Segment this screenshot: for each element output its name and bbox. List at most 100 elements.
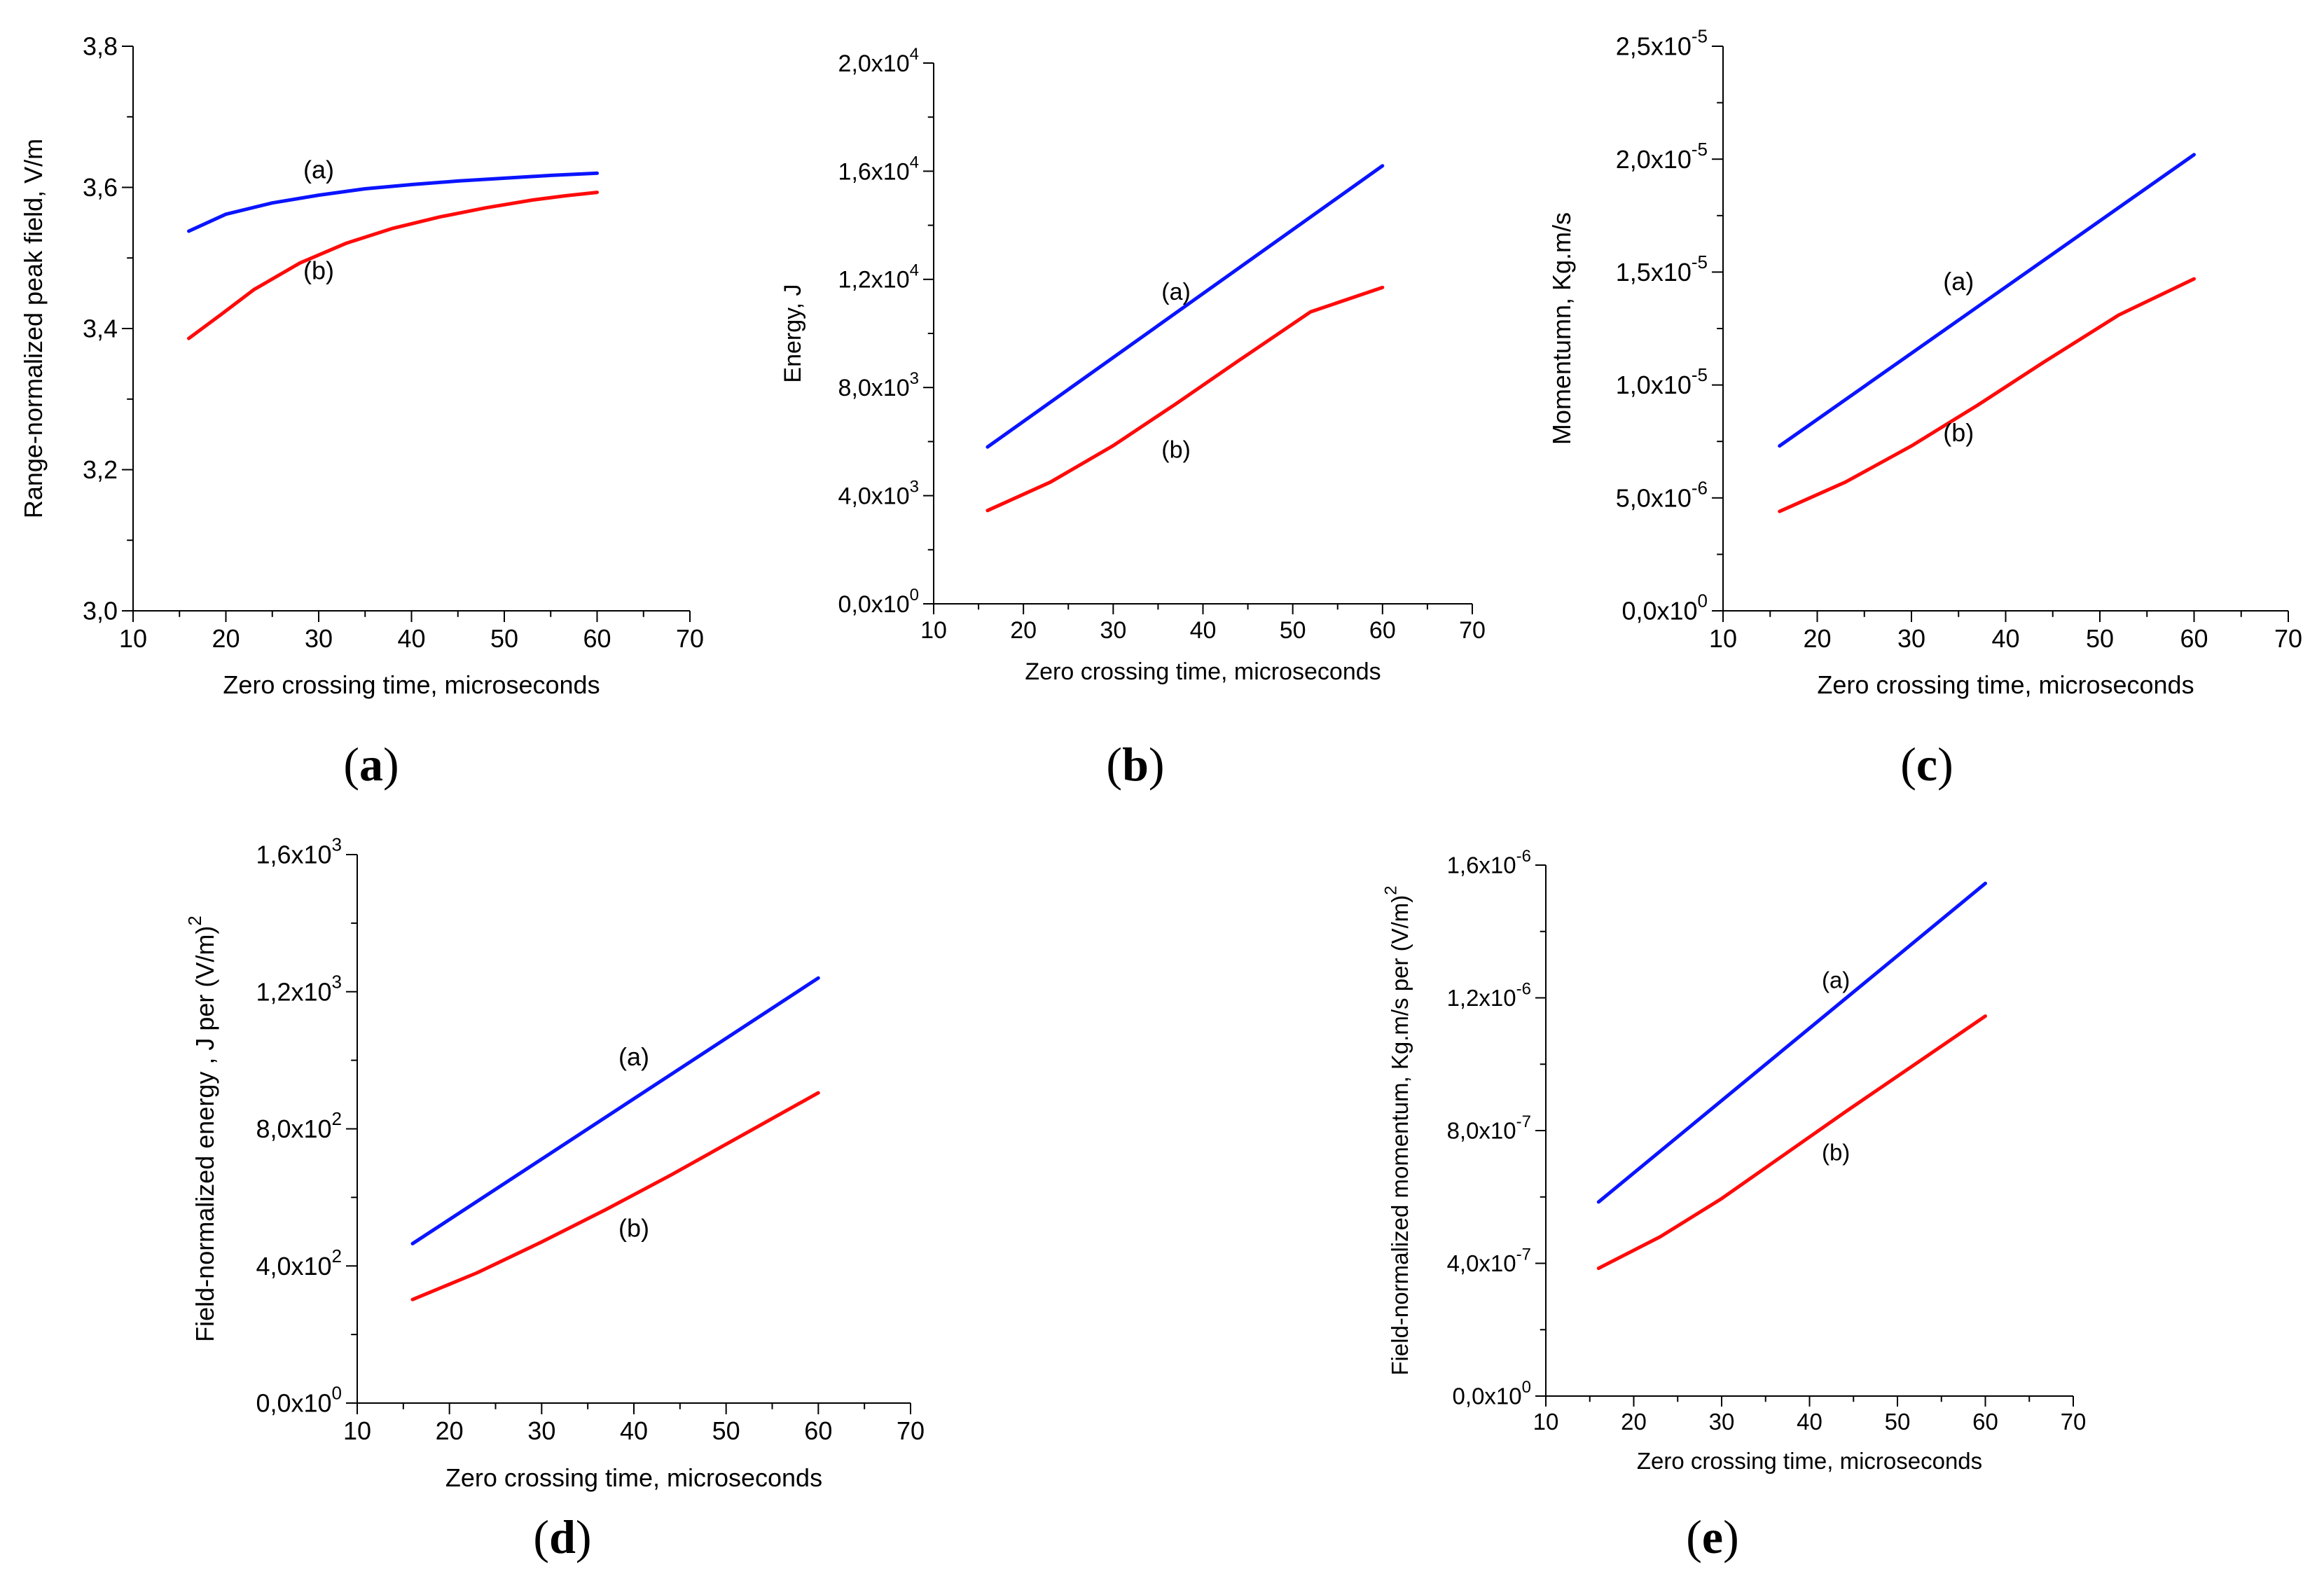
x-tick-label: 40 — [1190, 617, 1217, 644]
chart-e: 10 20 30 40 50 60 70 0,0x100 4,0x10-7 8,0x10-7 1,2… — [1382, 847, 2087, 1474]
y-tick-label: 8,0x103 — [838, 369, 919, 401]
x-tick-label: 20 — [436, 1416, 464, 1445]
x-tick-label: 40 — [1991, 624, 2019, 653]
x-axis-label: Zero crossing time, microseconds — [1817, 670, 2194, 699]
y-tick-label: 1,2x104 — [838, 261, 919, 294]
y-tick-label: 1,2x10-6 — [1447, 980, 1531, 1012]
y-tick-label: 0,0x100 — [1453, 1378, 1531, 1409]
series-label-b: (b) — [1822, 1140, 1850, 1166]
x-tick-label: 40 — [1797, 1409, 1822, 1435]
x-tick-label: 50 — [490, 624, 518, 653]
x-tick-label: 20 — [1010, 617, 1037, 644]
series-line-a — [985, 164, 1385, 449]
series-line-b — [1596, 1014, 1987, 1271]
x-tick-label: 20 — [1621, 1409, 1647, 1435]
x-tick-label: 10 — [119, 624, 147, 653]
y-tick-label: 1,2x103 — [256, 971, 342, 1006]
x-tick-label: 10 — [343, 1416, 371, 1445]
y-tick-label: 4,0x103 — [838, 478, 919, 510]
x-axis-label: Zero crossing time, microseconds — [1025, 658, 1381, 685]
panel-label-d: (d) — [533, 1510, 592, 1563]
x-tick-label: 30 — [527, 1416, 555, 1445]
x-tick-label: 60 — [1972, 1409, 1998, 1435]
y-axis-label: Field-normalized momentum, Kg.m/s per (V… — [1382, 885, 1413, 1375]
series-line-b — [985, 285, 1385, 513]
y-tick-label: 3,8 — [83, 32, 118, 61]
series-label-a: (a) — [1822, 967, 1850, 993]
x-tick-label: 70 — [2061, 1409, 2087, 1435]
x-tick-label: 70 — [676, 624, 704, 653]
series-label-a: (a) — [1943, 267, 1974, 296]
chart-d: 10 20 30 40 50 60 70 0,0x100 4,0x102 8,0x102 1,2x1… — [184, 834, 925, 1492]
series-label-b: (b) — [1943, 418, 1974, 447]
x-tick-label: 30 — [1897, 624, 1925, 653]
x-tick-label: 60 — [1369, 617, 1396, 644]
y-tick-label: 4,0x102 — [256, 1245, 342, 1280]
x-tick-label: 10 — [1709, 624, 1737, 653]
y-tick-label: 3,0 — [83, 597, 118, 626]
series-line-a — [1778, 153, 2196, 448]
y-tick-label: 5,0x10-6 — [1616, 477, 1708, 512]
y-tick-label: 1,6x103 — [256, 834, 342, 869]
y-tick-label: 2,0x104 — [838, 45, 919, 77]
series-label-b: (b) — [303, 256, 334, 284]
chart-c: 10 20 30 40 50 60 70 0,0x100 5,0x10-6 1,0x10-5 1,5… — [1547, 26, 2302, 699]
x-tick-label: 60 — [583, 624, 611, 653]
series-line-b — [1778, 277, 2196, 513]
x-axis-label: Zero crossing time, microseconds — [223, 670, 600, 699]
x-tick-label: 70 — [2274, 624, 2302, 653]
panel-label-c: (c) — [1900, 738, 1953, 791]
x-tick-label: 20 — [212, 624, 240, 653]
y-tick-label: 1,5x10-5 — [1616, 251, 1708, 286]
y-axis-label: Momentumn, Kg.m/s — [1547, 212, 1576, 445]
x-tick-label: 30 — [1100, 617, 1126, 644]
y-tick-label: 1,0x10-5 — [1616, 364, 1708, 399]
x-tick-label: 40 — [620, 1416, 648, 1445]
x-tick-label: 40 — [397, 624, 425, 653]
series-line-b — [410, 1091, 820, 1302]
panel-label-b: (b) — [1106, 738, 1165, 791]
x-tick-label: 50 — [1885, 1409, 1911, 1435]
panel-label-e: (e) — [1686, 1510, 1739, 1563]
series-line-a — [410, 976, 820, 1245]
x-tick-label: 50 — [2086, 624, 2114, 653]
panel-label-a: (a) — [343, 738, 399, 791]
x-tick-label: 60 — [804, 1416, 832, 1445]
x-axis-label: Zero crossing time, microseconds — [445, 1463, 822, 1492]
y-tick-label: 0,0x100 — [256, 1383, 342, 1418]
x-tick-label: 60 — [2180, 624, 2208, 653]
x-tick-label: 50 — [1280, 617, 1306, 644]
y-tick-label: 3,2 — [83, 455, 118, 484]
x-tick-label: 10 — [920, 617, 947, 644]
series-label-a: (a) — [303, 155, 334, 184]
y-tick-label: 0,0x100 — [1621, 591, 1708, 626]
series-label-b: (b) — [1161, 437, 1191, 464]
series-label-a: (a) — [1161, 279, 1191, 305]
y-tick-label: 3,6 — [83, 173, 118, 202]
series-label-a: (a) — [618, 1042, 649, 1071]
chart-b: 10 20 30 40 50 60 70 0,0x100 4,0x103 8,0x103 1,2x1… — [780, 45, 1486, 685]
y-axis-label: Field-normalized energy , J per (V/m)2 — [184, 916, 219, 1342]
y-tick-label: 1,6x104 — [838, 153, 919, 185]
x-tick-label: 70 — [1459, 617, 1486, 644]
x-tick-label: 50 — [712, 1416, 740, 1445]
series-label-b: (b) — [618, 1214, 649, 1243]
y-tick-label: 0,0x100 — [838, 586, 919, 618]
y-tick-label: 2,0x10-5 — [1616, 139, 1708, 174]
y-tick-label: 8,0x10-7 — [1447, 1112, 1531, 1144]
y-tick-label: 4,0x10-7 — [1447, 1245, 1531, 1277]
y-tick-label: 1,6x10-6 — [1447, 847, 1531, 878]
chart-a: 10 20 30 40 50 60 70 3,0 3,2 3,4 3,6 3,8 Zero crossi… — [19, 32, 704, 699]
series-line-a — [1596, 881, 1987, 1204]
x-tick-label: 20 — [1803, 624, 1831, 653]
x-tick-label: 30 — [305, 624, 333, 653]
x-tick-label: 70 — [897, 1416, 925, 1445]
x-axis-label: Zero crossing time, microseconds — [1637, 1448, 1982, 1474]
x-tick-label: 10 — [1533, 1409, 1559, 1435]
x-tick-label: 30 — [1709, 1409, 1735, 1435]
y-axis-label: Range-normalized peak field, V/m — [19, 139, 48, 518]
y-tick-label: 2,5x10-5 — [1616, 26, 1708, 61]
y-tick-label: 3,4 — [83, 315, 118, 343]
y-axis-label: Energy, J — [780, 284, 806, 382]
